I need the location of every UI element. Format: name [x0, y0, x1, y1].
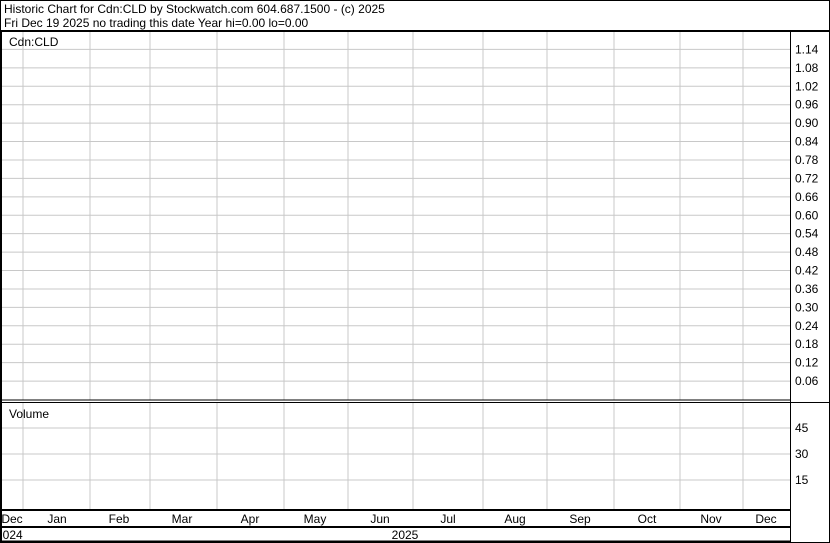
month-label: Aug	[504, 512, 525, 526]
year-label: 2025	[392, 528, 419, 542]
header-title: Historic Chart for Cdn:CLD by Stockwatch…	[4, 2, 385, 16]
price-tick-label: 1.14	[795, 42, 819, 56]
volume-tick-label: 15	[795, 473, 809, 487]
price-tick-label: 0.36	[795, 282, 819, 296]
month-label: Sep	[569, 512, 591, 526]
price-tick-label: 0.24	[795, 319, 819, 333]
price-tick-label: 0.42	[795, 264, 819, 278]
price-tick-label: 0.60	[795, 208, 819, 222]
month-label: Jan	[47, 512, 66, 526]
month-label: Oct	[638, 512, 657, 526]
month-label: Feb	[109, 512, 130, 526]
volume-panel-title: Volume	[9, 407, 49, 421]
price-tick-label: 0.84	[795, 135, 819, 149]
header-status: Fri Dec 19 2025 no trading this date Yea…	[4, 16, 309, 30]
price-tick-label: 0.12	[795, 356, 819, 370]
price-tick-label: 1.02	[795, 79, 819, 93]
price-panel-title: Cdn:CLD	[9, 35, 59, 49]
month-label: Dec	[1, 512, 22, 526]
price-tick-label: 0.54	[795, 227, 819, 241]
month-label: May	[304, 512, 327, 526]
price-tick-label: 0.30	[795, 300, 819, 314]
price-tick-label: 0.48	[795, 245, 819, 259]
month-label: Jul	[440, 512, 455, 526]
price-tick-label: 0.90	[795, 116, 819, 130]
year-label: 2024	[0, 528, 23, 542]
price-tick-label: 0.72	[795, 171, 819, 185]
volume-tick-label: 30	[795, 447, 809, 461]
month-label: Mar	[172, 512, 193, 526]
price-tick-label: 0.66	[795, 190, 819, 204]
price-tick-label: 0.18	[795, 337, 819, 351]
month-label: Nov	[700, 512, 721, 526]
month-label: Jun	[370, 512, 389, 526]
volume-tick-label: 45	[795, 421, 809, 435]
price-tick-label: 0.06	[795, 374, 819, 388]
price-tick-label: 0.96	[795, 98, 819, 112]
month-label: Dec	[755, 512, 776, 526]
price-tick-label: 1.08	[795, 61, 819, 75]
month-label: Apr	[241, 512, 260, 526]
price-tick-label: 0.78	[795, 153, 819, 167]
